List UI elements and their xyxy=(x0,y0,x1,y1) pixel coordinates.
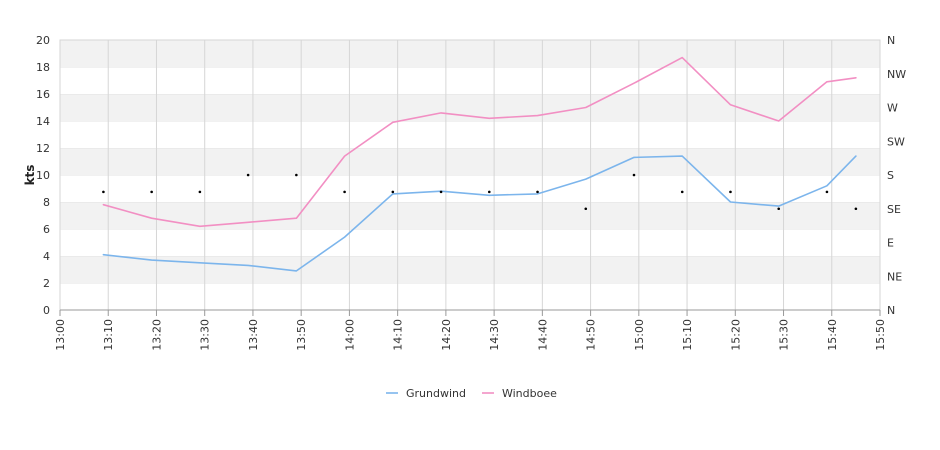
x-tick-label: 15:30 xyxy=(778,319,791,351)
direction-point xyxy=(246,173,250,177)
direction-point xyxy=(295,173,298,177)
direction-point xyxy=(439,190,443,194)
direction-tick-label: E xyxy=(887,237,894,250)
plot-band xyxy=(60,148,880,175)
direction-point xyxy=(632,173,636,177)
direction-tick-label: NE xyxy=(887,270,902,283)
y-tick-label: 12 xyxy=(36,142,50,155)
x-tick-label: 13:20 xyxy=(150,319,163,351)
series-lines xyxy=(102,56,857,272)
legend-label-windboee: Windboee xyxy=(502,387,557,400)
x-tick-label: 13:10 xyxy=(102,319,115,351)
x-tick-label: 15:20 xyxy=(729,319,742,351)
direction-point xyxy=(391,190,395,194)
direction-tick-label: N xyxy=(887,34,895,47)
x-gridlines xyxy=(107,40,833,310)
plot-bands xyxy=(60,39,880,310)
y-tick-label: 18 xyxy=(36,61,50,74)
x-tick-label: 14:40 xyxy=(536,319,549,351)
direction-point xyxy=(729,190,732,194)
direction-axis-ticks: N NE E SE S SW W NW N xyxy=(887,34,906,317)
direction-point xyxy=(854,207,858,211)
y-tick-label: 10 xyxy=(36,169,50,182)
x-axis-ticks: 13:00 13:10 13:20 13:30 13:40 13:50 14:00 14:10… xyxy=(54,310,887,351)
y-tick-label: 20 xyxy=(36,34,50,47)
x-tick-label: 13:30 xyxy=(199,319,212,351)
direction-tick-label: N xyxy=(887,304,895,317)
direction-tick-label: SE xyxy=(887,203,901,216)
x-tick-label: 14:20 xyxy=(440,319,453,351)
x-tick-label: 14:30 xyxy=(488,319,501,351)
direction-tick-label: S xyxy=(887,169,894,182)
direction-tick-label: W xyxy=(887,102,898,115)
plot-area xyxy=(59,39,881,311)
y-tick-label: 8 xyxy=(43,196,50,209)
y-tick-label: 4 xyxy=(43,250,50,263)
plot-band xyxy=(60,175,880,202)
y-tick-label: 16 xyxy=(36,88,50,101)
x-tick-label: 15:50 xyxy=(874,319,887,351)
x-tick-label: 14:10 xyxy=(392,319,405,351)
direction-point xyxy=(584,207,588,211)
legend-label-grundwind: Grundwind xyxy=(406,387,466,400)
y-axis-ticks: 0 2 4 6 8 10 12 14 16 18 20 xyxy=(36,34,50,317)
direction-tick-label: SW xyxy=(887,135,905,148)
plot-band xyxy=(60,202,880,229)
direction-point xyxy=(343,190,346,194)
direction-tick-label: NW xyxy=(887,68,906,81)
plot-band xyxy=(60,40,880,67)
direction-point xyxy=(102,190,105,194)
y-tick-label: 6 xyxy=(43,223,50,236)
direction-point xyxy=(198,190,202,194)
x-tick-label: 13:40 xyxy=(247,319,260,351)
legend: Grundwind Windboee xyxy=(386,387,557,400)
series-line-windboee xyxy=(102,56,857,228)
plot-band xyxy=(60,67,880,94)
x-tick-label: 13:50 xyxy=(295,319,308,351)
x-tick-label: 15:40 xyxy=(826,319,839,351)
x-tick-label: 13:00 xyxy=(54,319,67,351)
direction-point xyxy=(680,190,684,194)
x-tick-label: 15:00 xyxy=(633,319,646,351)
y-axis-title: kts xyxy=(23,165,37,186)
plot-band xyxy=(60,256,880,283)
series-line-grundwind xyxy=(102,155,857,272)
plot-band xyxy=(60,121,880,148)
direction-point xyxy=(487,190,491,194)
plot-band xyxy=(60,229,880,256)
x-tick-label: 14:50 xyxy=(585,319,598,351)
plot-band xyxy=(60,94,880,121)
direction-point xyxy=(825,190,829,194)
direction-point xyxy=(536,190,539,194)
plot-band xyxy=(60,283,880,310)
y-tick-label: 0 xyxy=(43,304,50,317)
direction-point xyxy=(150,190,153,194)
direction-points xyxy=(102,173,858,211)
direction-point xyxy=(777,207,781,211)
y-tick-label: 2 xyxy=(43,277,50,290)
y-tick-label: 14 xyxy=(36,115,50,128)
x-tick-label: 15:10 xyxy=(681,319,694,351)
x-tick-label: 14:00 xyxy=(343,319,356,351)
